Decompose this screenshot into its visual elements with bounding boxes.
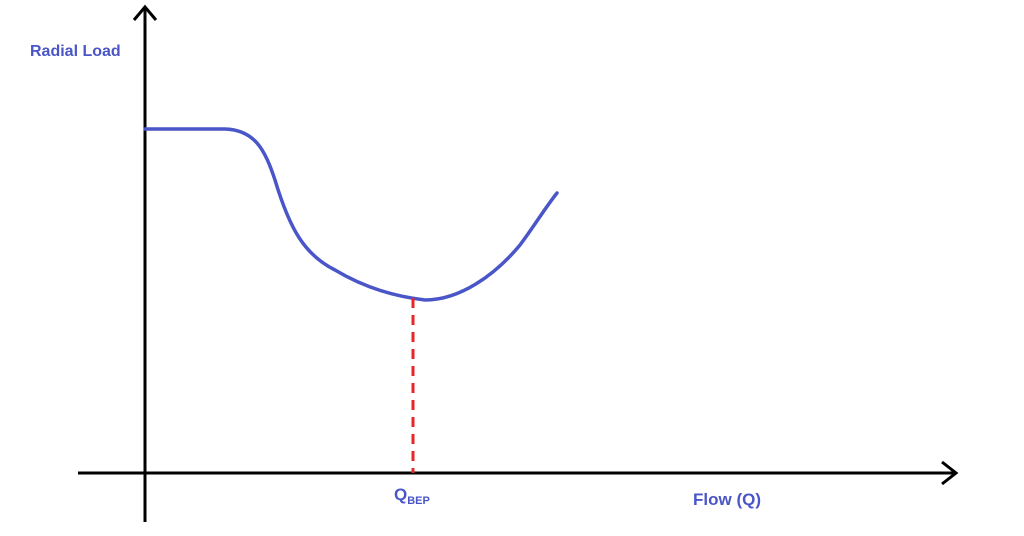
x-axis-label: Flow (Q) <box>693 490 761 509</box>
bep-q: Q <box>394 485 407 504</box>
y-axis-arrow <box>132 4 158 21</box>
radial-load-curve <box>143 127 559 302</box>
x-axis-arrow <box>941 460 959 486</box>
bep-label: QBEP <box>394 485 430 507</box>
y-axis-label: Radial Load <box>30 43 121 60</box>
bep-subscript: BEP <box>407 495 430 507</box>
